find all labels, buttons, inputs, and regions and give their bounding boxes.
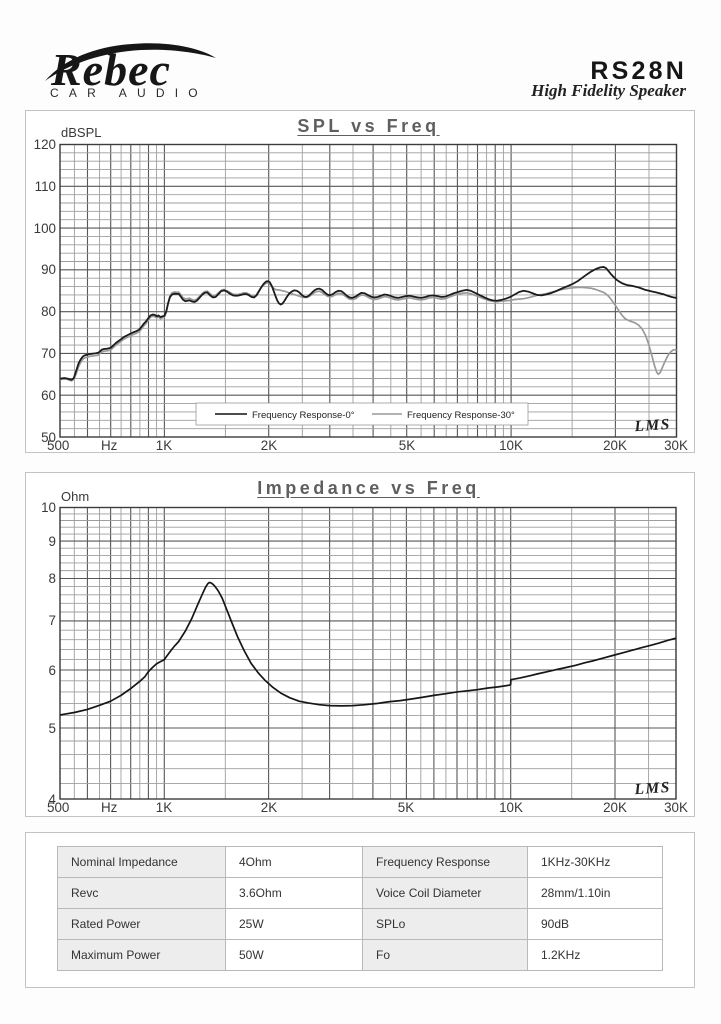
svg-text:70: 70 — [41, 346, 56, 361]
svg-text:100: 100 — [34, 221, 56, 236]
svg-text:30K: 30K — [664, 438, 688, 453]
svg-text:7: 7 — [49, 613, 56, 628]
svg-text:1K: 1K — [156, 438, 172, 453]
svg-text:20K: 20K — [603, 800, 627, 815]
svg-text:60: 60 — [41, 388, 56, 403]
svg-text:Rebec: Rebec — [50, 44, 171, 95]
svg-text:5K: 5K — [398, 800, 414, 815]
svg-text:10K: 10K — [499, 438, 523, 453]
svg-text:RS28N: RS28N — [590, 57, 687, 85]
svg-text:6: 6 — [49, 663, 56, 678]
svg-text:5: 5 — [49, 721, 56, 736]
svg-text:LMS: LMS — [633, 779, 671, 799]
svg-text:90: 90 — [41, 262, 56, 277]
svg-text:5K: 5K — [399, 438, 415, 453]
svg-text:10K: 10K — [499, 800, 523, 815]
svg-text:Frequency Response-0°: Frequency Response-0° — [252, 410, 355, 421]
svg-text:CAR AUDIO: CAR AUDIO — [50, 86, 208, 100]
svg-text:30K: 30K — [664, 800, 688, 815]
svg-text:2K: 2K — [261, 438, 277, 453]
svg-text:9: 9 — [49, 534, 56, 549]
svg-text:Ohm: Ohm — [61, 489, 89, 504]
svg-text:High Fidelity Speaker: High Fidelity Speaker — [530, 81, 686, 100]
svg-text:1K: 1K — [156, 800, 172, 815]
svg-text:10: 10 — [41, 500, 56, 515]
svg-text:dBSPL: dBSPL — [61, 125, 101, 140]
svg-text:2K: 2K — [261, 800, 277, 815]
svg-text:80: 80 — [41, 304, 56, 319]
svg-text:120: 120 — [34, 137, 56, 152]
svg-text:110: 110 — [35, 179, 56, 194]
svg-text:Frequency Response-30°: Frequency Response-30° — [407, 410, 515, 421]
svg-text:8: 8 — [49, 571, 56, 586]
svg-text:LMS: LMS — [633, 416, 671, 436]
svg-text:4: 4 — [49, 792, 57, 807]
svg-text:50: 50 — [41, 430, 56, 445]
svg-text:20K: 20K — [603, 438, 627, 453]
